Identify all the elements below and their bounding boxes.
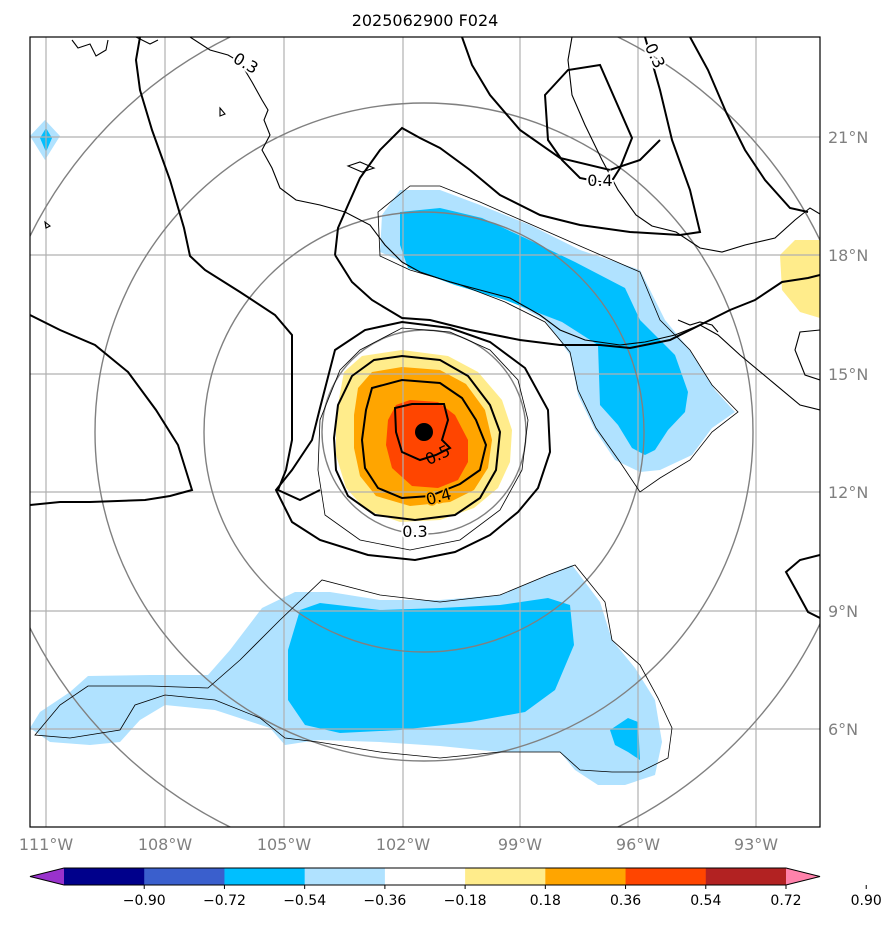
thick-contours (30, 37, 820, 619)
colorbar-segment (304, 868, 386, 885)
contour-label-6: 0.3 (402, 522, 427, 541)
lon-label: 105°W (257, 835, 312, 854)
colorbar-segment (224, 868, 306, 885)
colorbar-segment (64, 868, 145, 885)
colorbar-extend-high (786, 868, 820, 885)
contour-0.3-storm (274, 320, 552, 562)
colorbar-tick-label: 0.72 (770, 893, 801, 909)
colorbar-tick-label: −0.72 (203, 893, 246, 909)
lat-label: 9°N (828, 602, 858, 621)
colorbar-tick-label: −0.36 (363, 893, 406, 909)
lon-label: 111°W (19, 835, 74, 854)
graticule (30, 37, 820, 827)
negative-anomaly-shading (30, 120, 735, 785)
storm-center-marker (415, 423, 433, 441)
colorbar-segment (384, 868, 466, 885)
colorbar: −0.90 −0.72 −0.54 −0.36 −0.18 0.18 0.36 0.54 0.7… (29, 867, 882, 909)
contour-label-3: 0.4 (587, 171, 612, 190)
colorbar-tick-label: −0.18 (444, 893, 487, 909)
lat-label: 18°N (828, 246, 868, 265)
colorbar-tick-label: 0.90 (851, 893, 882, 909)
figure-title: 2025062900 F024 (352, 11, 499, 30)
south-band-dark (288, 598, 574, 733)
lon-label: 96°W (616, 835, 660, 854)
colorbar-segment (625, 868, 707, 885)
colorbar-segment (465, 868, 546, 885)
contour-inner (393, 403, 452, 462)
contour-ne-tail (334, 254, 820, 350)
contour-0.4-storm (332, 354, 502, 522)
colorbar-tick-label: 0.36 (610, 893, 641, 909)
contour-outer-ne (334, 37, 702, 256)
contour-0.4-ne (543, 63, 634, 186)
thin-contours (34, 185, 739, 773)
colorbar-tick-label: 0.18 (530, 893, 561, 909)
colorbar-tick-label: −0.90 (123, 893, 166, 909)
lat-label: 15°N (828, 365, 868, 384)
contour-0.3-north (134, 37, 321, 502)
lat-label: 12°N (828, 483, 868, 502)
contour-outer-ne2 (461, 37, 661, 172)
colorbar-extend-low (30, 868, 64, 885)
coastlines (44, 37, 820, 411)
lon-label: 99°W (498, 835, 542, 854)
contour-ne-right (689, 37, 809, 213)
lat-label: 6°N (828, 720, 858, 739)
colorbar-tick-label: −0.54 (283, 893, 326, 909)
colorbar-segment (144, 868, 225, 885)
plot-frame (29, 36, 821, 828)
latitude-labels: 21°N 18°N 15°N 12°N 9°N 6°N (828, 128, 868, 739)
lon-label: 102°W (376, 835, 431, 854)
lon-label: 108°W (138, 835, 193, 854)
contour-east-low (784, 554, 820, 619)
contour-0.5-storm (360, 378, 488, 500)
contour-west-left (30, 314, 194, 506)
colorbar-segment (545, 868, 627, 885)
colorbar-tick-label: 0.54 (690, 893, 721, 909)
map-plot-area (30, 37, 820, 827)
longitude-labels: 111°W 108°W 105°W 102°W 99°W 96°W 93°W (19, 835, 778, 854)
lon-label: 93°W (734, 835, 778, 854)
colorbar-segment (705, 868, 787, 885)
lat-label: 21°N (828, 128, 868, 147)
north-band-dark (400, 208, 688, 455)
colorbar-outline (29, 867, 821, 886)
